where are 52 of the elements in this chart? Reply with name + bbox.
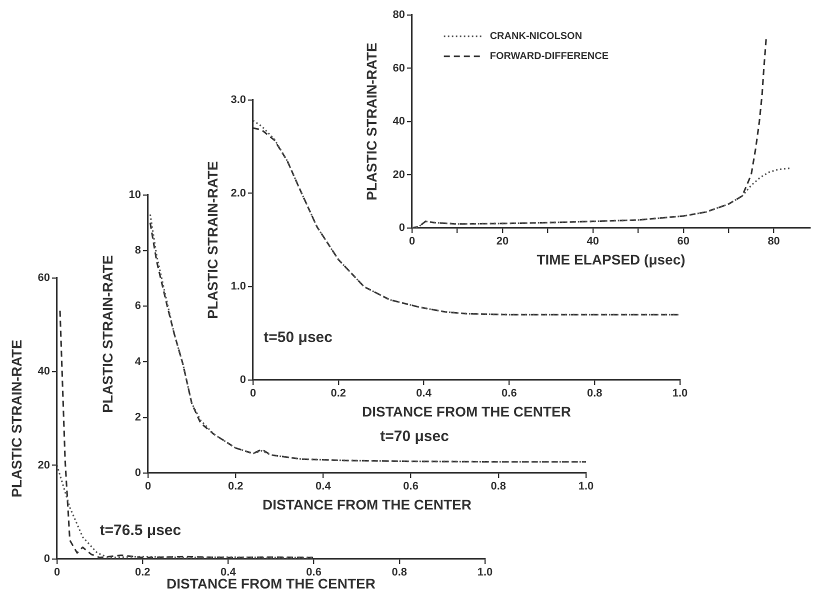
y-tick-label: 0 <box>134 467 141 480</box>
y-tick-label: 20 <box>38 459 50 472</box>
y-tick-label: 80 <box>392 9 405 22</box>
y-tick-label: 2 <box>134 411 141 424</box>
y-axis-title: PLASTIC STRAIN-RATE <box>99 255 116 413</box>
x-tick-label: 0.8 <box>392 566 408 579</box>
x-tick-label: 0.6 <box>403 480 418 493</box>
x-tick-label: 0.8 <box>490 480 506 493</box>
annotation: t=70 μsec <box>380 428 449 445</box>
x-tick-label: 0.2 <box>330 388 346 400</box>
y-tick-label: 20 <box>392 168 405 181</box>
y-tick-label: 60 <box>392 62 405 74</box>
y-tick-label: 1.0 <box>230 280 246 293</box>
x-axis-title: DISTANCE FROM THE CENTER <box>262 496 472 512</box>
x-tick-label: 0.2 <box>228 480 244 493</box>
x-axis-title: TIME ELAPSED (μsec) <box>536 251 686 268</box>
x-tick-label: 0.4 <box>416 388 432 400</box>
x-tick-label: 0 <box>250 388 256 400</box>
x-tick-label: 80 <box>768 236 780 248</box>
x-tick-label: 0.6 <box>502 388 517 400</box>
y-tick-label: 4 <box>134 356 142 368</box>
x-tick-label: 0.8 <box>586 388 602 400</box>
y-tick-label: 8 <box>134 244 141 257</box>
x-tick-label: 1.0 <box>477 566 493 579</box>
y-tick-label: 6 <box>134 300 141 312</box>
x-tick-label: 0 <box>54 566 60 579</box>
x-tick-label: 60 <box>677 236 690 248</box>
y-tick-label: 3.0 <box>230 94 246 106</box>
annotation: t=76.5 μsec <box>100 522 182 540</box>
x-tick-label: 20 <box>496 236 509 248</box>
y-tick-label: 0 <box>398 222 405 234</box>
y-axis-title: PLASTIC STRAIN-RATE <box>204 161 220 319</box>
x-axis-title: DISTANCE FROM THE CENTER <box>362 403 571 420</box>
x-tick-label: 0 <box>144 480 152 493</box>
x-tick-label: 1.0 <box>672 388 688 400</box>
y-axis-title: PLASTIC STRAIN-RATE <box>8 340 24 498</box>
y-tick-label: 0 <box>240 374 246 386</box>
y-tick-label: 60 <box>38 272 50 284</box>
x-tick-label: 0.2 <box>134 566 150 579</box>
x-tick-label: 0 <box>408 236 416 248</box>
y-tick-label: 0 <box>44 553 50 566</box>
y-axis-title: PLASTIC STRAIN-RATE <box>363 42 380 200</box>
x-tick-label: 0.4 <box>316 480 332 493</box>
y-tick-label: 2.0 <box>230 187 246 200</box>
y-tick-label: 10 <box>128 189 141 202</box>
annotation: t=50 μsec <box>264 329 332 346</box>
legend-label: CRANK-NICOLSON <box>490 31 582 42</box>
legend-label: FORWARD-DIFFERENCE <box>490 51 609 62</box>
x-tick-label: 1.0 <box>578 480 594 493</box>
y-tick-label: 40 <box>38 366 50 378</box>
y-tick-label: 40 <box>392 116 405 128</box>
x-tick-label: 40 <box>586 236 600 248</box>
